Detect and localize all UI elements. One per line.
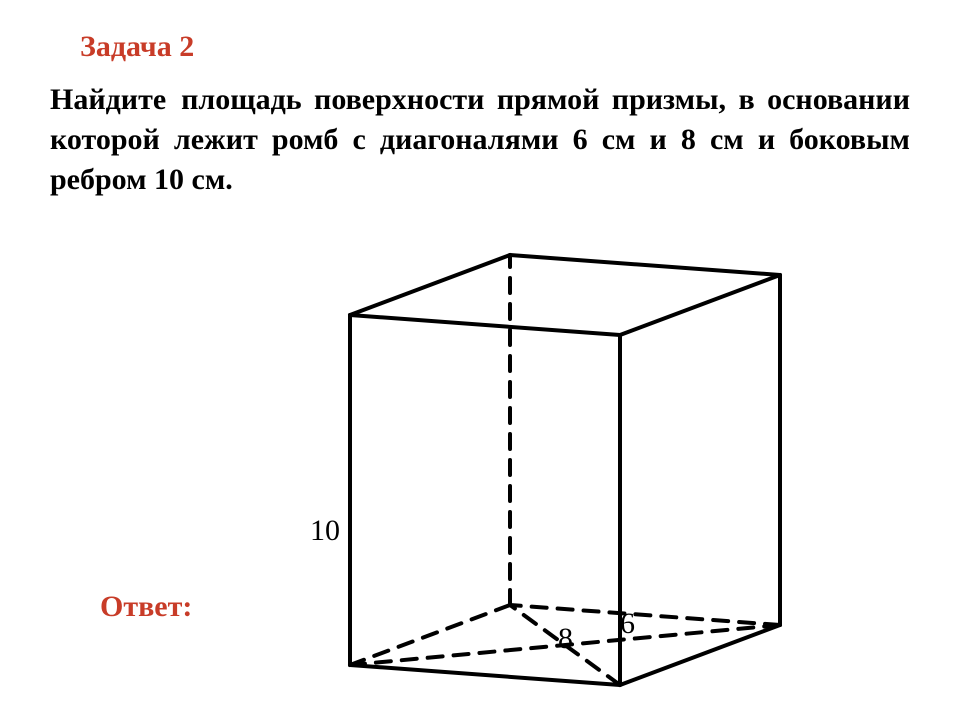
problem-statement: Найдите площадь поверхности прямой призм… <box>50 80 910 200</box>
svg-text:10: 10 <box>310 514 340 547</box>
answer-label: Ответ: <box>100 590 192 624</box>
page: Задача 2 Найдите площадь поверхности пря… <box>0 0 960 720</box>
prism-svg: 10 8 6 <box>290 185 810 705</box>
problem-title: Задача 2 <box>80 30 194 64</box>
svg-text:8: 8 <box>558 622 573 655</box>
svg-text:6: 6 <box>620 607 635 640</box>
prism-diagram: 10 8 6 <box>290 185 810 705</box>
